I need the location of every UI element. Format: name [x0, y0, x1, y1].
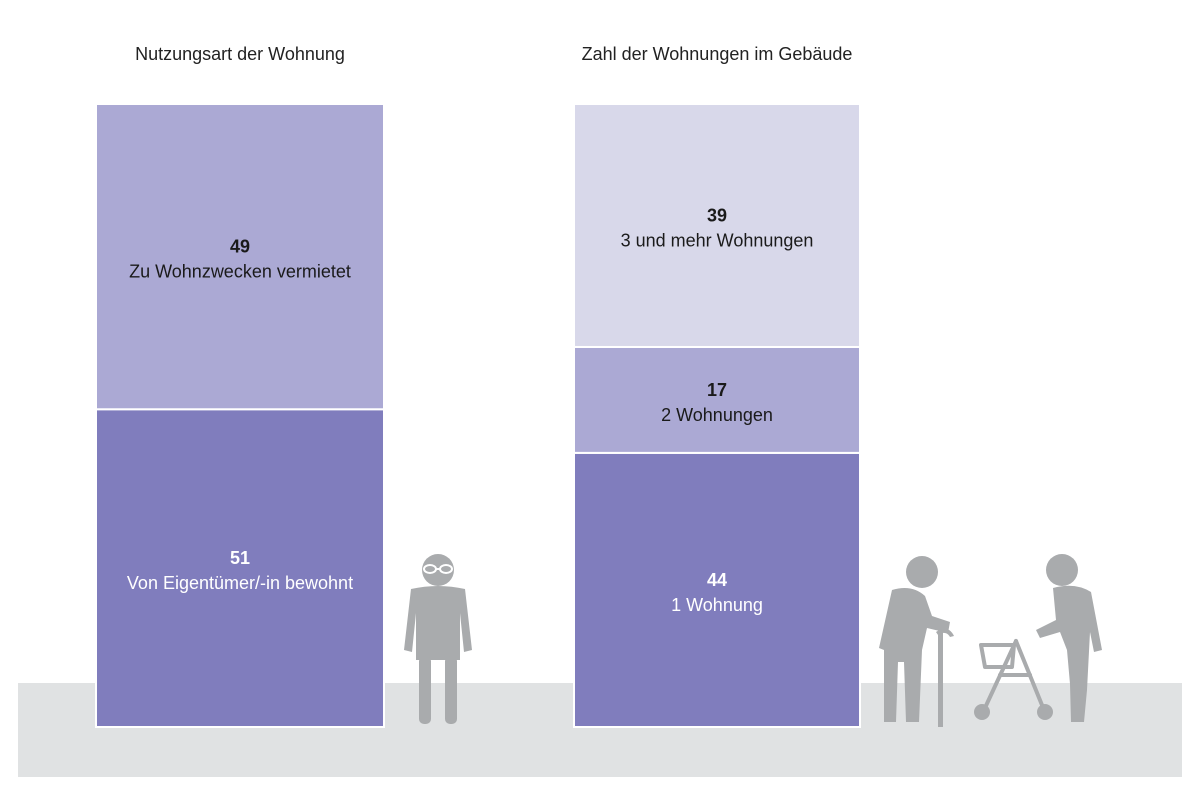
- bars-layer: 51 Von Eigentümer/-in bewohnt 49 Zu Wohnzwe…: [95, 103, 861, 728]
- data-label-value-0-0: 51: [230, 548, 250, 568]
- elderly-man-with-cane-icon: [879, 556, 954, 727]
- data-label-value-1-1: 17: [707, 380, 727, 400]
- elderly-man-with-rollator-icon: [974, 554, 1102, 722]
- data-label-category-1-0: 1 Wohnung: [671, 595, 763, 615]
- bar-segment-1-1: [573, 345, 861, 454]
- bar-segment-1-0: [573, 451, 861, 728]
- data-label-category-0-0: Von Eigentümer/-in bewohnt: [127, 573, 353, 593]
- bar-segment-1-2: [573, 103, 861, 348]
- data-label-value-1-0: 44: [707, 570, 727, 590]
- data-label-value-0-1: 49: [230, 237, 250, 257]
- elderly-woman-icon: [404, 554, 472, 724]
- chart-title-left: Nutzungsart der Wohnung: [135, 44, 345, 64]
- data-label-value-1-2: 39: [707, 205, 727, 225]
- data-label-category-1-1: 2 Wohnungen: [661, 405, 773, 425]
- chart-title-right: Zahl der Wohnungen im Gebäude: [581, 44, 853, 64]
- bar-segment-0-1: [95, 103, 385, 411]
- data-label-category-1-2: 3 und mehr Wohnungen: [621, 230, 814, 250]
- data-label-category-0-1: Zu Wohnzwecken vermietet: [129, 262, 351, 282]
